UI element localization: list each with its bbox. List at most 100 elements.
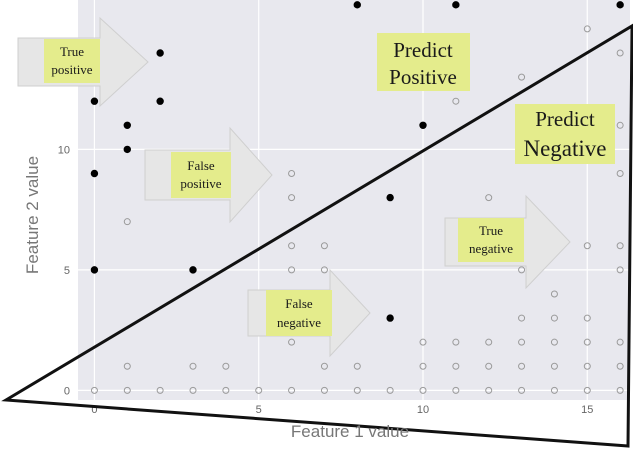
negative-point	[320, 242, 328, 250]
negative-point	[288, 194, 296, 202]
negative-point	[518, 386, 526, 394]
negative-point	[485, 338, 493, 346]
negative-point	[616, 338, 624, 346]
x-tick-label: 15	[581, 404, 593, 416]
predict-negative-line-2: Negative	[523, 136, 606, 161]
negative-point	[518, 73, 526, 81]
negative-point	[616, 121, 624, 129]
negative-point	[550, 290, 558, 298]
true-positive-label-2: positive	[51, 62, 92, 77]
positive-point	[353, 1, 361, 9]
y-tick-label: 10	[58, 144, 70, 156]
negative-point	[616, 49, 624, 57]
negative-point	[583, 338, 591, 346]
negative-point	[255, 386, 263, 394]
predict-negative-label: Predict Negative	[515, 104, 615, 164]
negative-point	[452, 338, 460, 346]
negative-point	[550, 338, 558, 346]
true-negative-label-2: negative	[469, 241, 513, 256]
negative-point	[320, 362, 328, 370]
positive-point	[90, 266, 99, 274]
negative-point	[583, 386, 591, 394]
negative-point	[189, 362, 197, 370]
negative-point	[583, 242, 591, 250]
negative-point	[518, 314, 526, 322]
negative-point	[90, 386, 98, 394]
negative-point	[616, 266, 624, 274]
negative-point	[320, 266, 328, 274]
negative-point	[320, 386, 328, 394]
negative-point	[288, 338, 296, 346]
negative-point	[485, 362, 493, 370]
negative-point	[353, 386, 361, 394]
negative-point	[288, 242, 296, 250]
y-axis-label: Feature 2 value	[23, 156, 42, 274]
negative-point	[616, 386, 624, 394]
negative-point	[518, 362, 526, 370]
negative-point	[288, 169, 296, 177]
predict-positive-line-2: Positive	[389, 65, 457, 89]
decision-boundary-triangle	[1, 23, 633, 448]
y-tick-label: 0	[64, 385, 70, 397]
negative-point	[288, 386, 296, 394]
negative-point	[616, 362, 624, 370]
negative-point	[222, 386, 230, 394]
true-positive-arrow: True positive	[17, 16, 149, 108]
y-tick-label: 5	[64, 265, 70, 277]
negative-point	[353, 362, 361, 370]
negative-point	[583, 25, 591, 33]
x-tick-label: 10	[417, 404, 429, 416]
negative-point	[156, 386, 164, 394]
negative-point	[518, 338, 526, 346]
negative-point	[222, 362, 230, 370]
negative-point	[419, 362, 427, 370]
positive-point	[386, 193, 394, 202]
negative-point	[550, 386, 558, 394]
negative-point	[616, 169, 624, 177]
true-positive-label-1: True	[60, 44, 84, 59]
x-tick-label: 0	[91, 404, 97, 416]
data-points	[90, 1, 624, 394]
false-positive-arrow: False positive	[144, 126, 273, 224]
positive-point	[189, 266, 197, 274]
positive-point	[616, 1, 624, 9]
negative-point	[518, 266, 526, 274]
positive-point	[90, 169, 99, 178]
negative-point	[485, 194, 493, 202]
x-axis-label: Feature 1 value	[291, 422, 409, 441]
x-tick-label: 5	[256, 404, 262, 416]
negative-point	[123, 362, 131, 370]
negative-point	[550, 362, 558, 370]
negative-point	[452, 97, 460, 105]
predict-positive-label: Predict Positive	[377, 33, 470, 91]
predict-negative-line-1: Predict	[535, 107, 595, 131]
false-negative-label-1: False	[285, 296, 313, 311]
positive-point	[156, 49, 164, 57]
negative-point	[288, 266, 296, 274]
negative-point	[386, 386, 394, 394]
positive-point	[123, 145, 131, 154]
negative-point	[123, 218, 131, 226]
predict-positive-line-1: Predict	[393, 38, 453, 62]
negative-point	[485, 386, 493, 394]
negative-point	[419, 338, 427, 346]
false-positive-label-2: positive	[180, 176, 221, 191]
positive-point	[419, 121, 427, 130]
positive-point	[123, 121, 131, 130]
true-negative-arrow: True negative	[444, 194, 571, 290]
tick-labels: 0 5 10 15 0 5 10	[58, 144, 594, 416]
negative-point	[583, 314, 591, 322]
negative-point	[189, 386, 197, 394]
negative-point	[616, 242, 624, 250]
negative-point	[123, 386, 131, 394]
false-negative-label-2: negative	[277, 315, 321, 330]
false-negative-arrow: False negative	[247, 268, 371, 358]
positive-point	[90, 97, 99, 105]
positive-point	[386, 314, 394, 322]
negative-point	[419, 386, 427, 394]
negative-point	[583, 362, 591, 370]
true-negative-label-1: True	[479, 223, 503, 238]
negative-point	[550, 314, 558, 322]
negative-point	[452, 386, 460, 394]
